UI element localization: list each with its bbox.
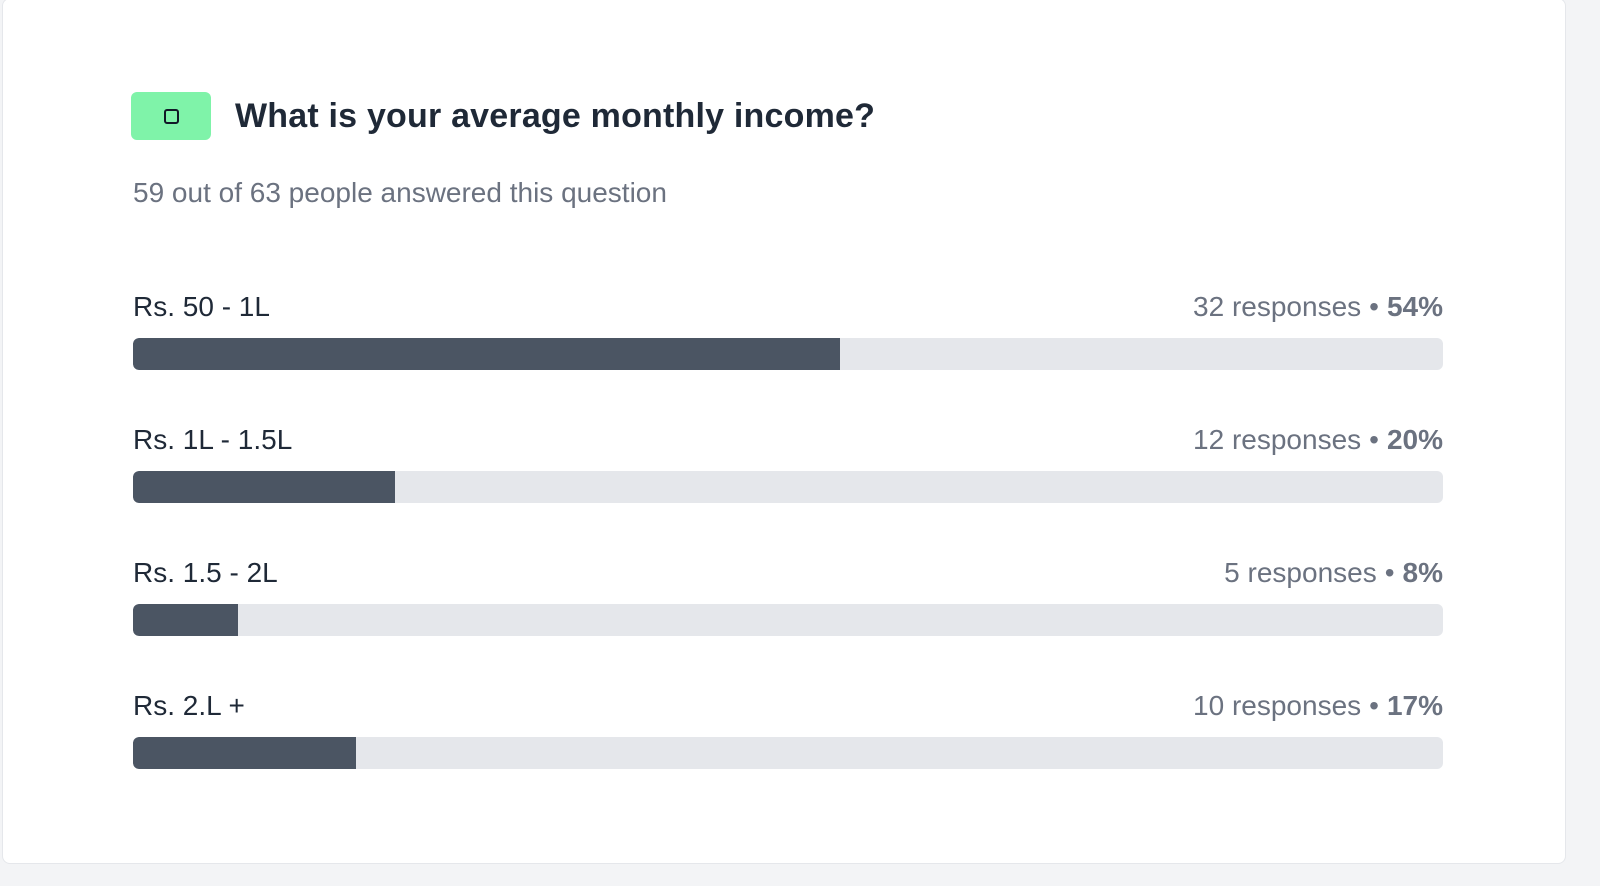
- checkbox-icon: [163, 108, 179, 124]
- progress-track: [133, 338, 1443, 370]
- option-item: Rs. 1.5 - 2L 5 responses • 8%: [133, 557, 1443, 690]
- question-title: What is your average monthly income?: [235, 96, 876, 135]
- progress-fill: [133, 737, 356, 769]
- option-item: Rs. 2.L + 10 responses • 17%: [133, 690, 1443, 823]
- options-list: Rs. 50 - 1L 32 responses • 54% Rs. 1L - 1.…: [133, 291, 1443, 823]
- response-count: 12 responses: [1193, 424, 1362, 455]
- option-label: Rs. 2.L +: [133, 690, 245, 721]
- response-percent: 20%: [1386, 424, 1443, 455]
- separator-dot: •: [1384, 557, 1395, 588]
- separator-dot: •: [1369, 424, 1379, 455]
- response-count: 32 responses: [1193, 291, 1362, 322]
- progress-fill: [133, 338, 841, 370]
- progress-track: [133, 604, 1443, 636]
- option-stats: 5 responses • 8%: [1224, 557, 1443, 589]
- question-type-badge: [131, 92, 211, 140]
- response-percent: 17%: [1386, 690, 1443, 721]
- response-count: 5 responses: [1224, 557, 1377, 588]
- question-header: What is your average monthly income?: [131, 92, 875, 140]
- progress-fill: [133, 471, 395, 503]
- question-result-card: What is your average monthly income? 59 …: [2, 0, 1566, 864]
- option-stats: 10 responses • 17%: [1193, 690, 1443, 722]
- progress-track: [133, 471, 1443, 503]
- option-label: Rs. 1L - 1.5L: [133, 424, 293, 455]
- progress-track: [133, 737, 1443, 769]
- option-item: Rs. 50 - 1L 32 responses • 54%: [133, 291, 1443, 424]
- progress-fill: [133, 604, 238, 636]
- option-label: Rs. 1.5 - 2L: [133, 557, 278, 588]
- option-item: Rs. 1L - 1.5L 12 responses • 20%: [133, 424, 1443, 557]
- response-summary: 59 out of 63 people answered this questi…: [133, 177, 667, 208]
- response-percent: 54%: [1386, 291, 1443, 322]
- option-label: Rs. 50 - 1L: [133, 291, 270, 322]
- option-stats: 32 responses • 54%: [1193, 291, 1443, 323]
- separator-dot: •: [1369, 291, 1379, 322]
- response-percent: 8%: [1402, 557, 1443, 588]
- separator-dot: •: [1369, 690, 1379, 721]
- option-stats: 12 responses • 20%: [1193, 424, 1443, 456]
- response-count: 10 responses: [1193, 690, 1362, 721]
